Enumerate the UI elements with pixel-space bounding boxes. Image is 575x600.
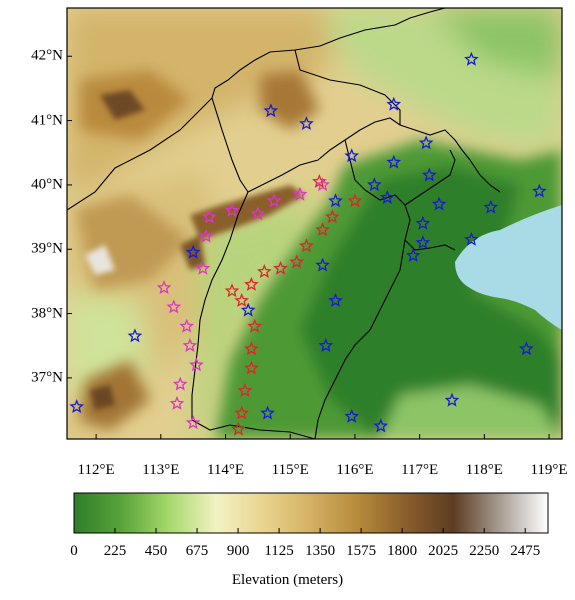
magenta-station-star-icon [172,376,188,391]
blue-station-star-icon [328,292,343,307]
red-station-star-icon [324,209,340,224]
blue-station-star-icon [483,199,499,214]
blue-station-star-icon [263,103,279,118]
blue-station-star-icon [386,154,402,169]
lon-label: 113°E [142,462,180,478]
red-station-star-icon [231,421,246,436]
blue-station-star-icon [464,51,479,66]
magenta-station-star-icon [185,415,201,430]
lon-label: 116°E [336,462,374,478]
red-station-star-icon [244,276,259,291]
blue-station-star-icon [373,418,389,433]
blue-station-star-icon [328,193,343,208]
blue-station-star-icon [344,408,360,423]
blue-station-star-icon [415,215,431,230]
map-ticks [67,55,550,439]
red-station-star-icon [289,254,305,269]
terrain-layer [67,8,562,439]
bohai-sea [455,205,562,330]
magenta-station-star-icon [202,209,217,224]
blue-station-star-icon [260,405,275,420]
magenta-station-star-icon [179,318,195,333]
lat-label: 38°N [31,305,63,322]
blue-station-star-icon [379,190,395,204]
red-station-star-icon [247,318,262,333]
magenta-station-star-icon [198,228,214,243]
blue-station-star-icon [386,96,402,111]
colorbar [73,492,549,534]
red-station-star-icon [273,260,288,275]
lat-label: 41°N [31,112,63,129]
magenta-station-star-icon [182,338,198,352]
blue-station-star-icon [519,341,534,356]
colorbar-tick-label: 225 [103,543,127,559]
colorbar-tick-label: 675 [185,543,209,559]
lon-label: 119°E [530,462,568,478]
blue-station-star-icon [367,177,382,192]
red-station-star-icon [234,292,250,307]
colorbar-tick-label: 0 [70,543,78,559]
lon-label: 114°E [206,462,245,478]
lat-label: 37°N [31,369,63,386]
magenta-station-star-icon [156,280,172,295]
colorbar-tick-label: 1350 [305,543,336,559]
lat-label: 42°N [31,47,63,64]
blue-station-star-icon [464,231,479,246]
colorbar-title: Elevation (meters) [231,572,344,588]
magenta-station-star-icon [315,177,330,192]
colorbar-ticks [73,528,526,533]
blue-station-star-icon [415,235,431,250]
blue-station-star-icon [422,167,437,182]
colorbar-tick-label: 450 [144,543,168,559]
blue-station-star-icon [69,399,85,414]
colorbar-tick-label: 1575 [346,543,377,559]
magenta-station-star-icon [250,206,266,221]
magenta-station-star-icon [224,202,240,217]
blue-station-star-icon [315,257,330,272]
blue-station-star-icon [240,302,256,317]
magenta-station-star-icon [266,193,282,208]
magenta-station-star-icon [169,395,185,410]
red-station-star-icon [244,360,259,375]
red-station-star-icon [224,283,240,298]
colorbar-tick-label: 1800 [387,543,418,559]
lon-label: 118°E [465,462,503,478]
magenta-station-star-icon [189,357,204,372]
magenta-station-star-icon [166,299,182,314]
blue-station-star-icon [431,196,447,211]
blue-station-star-icon [344,148,360,163]
stations-layer [69,51,547,436]
blue-station-star-icon [444,392,460,407]
colorbar-tick-label: 1125 [264,543,294,559]
lon-label: 117°E [401,462,439,478]
colorbar-tick-label: 900 [226,543,250,559]
blue-station-star-icon [185,244,201,259]
map-frame [66,7,563,440]
lat-label: 40°N [31,176,63,193]
lon-label: 112°E [77,462,115,478]
red-station-star-icon [234,405,250,420]
blue-station-star-icon [127,328,143,343]
lat-label: 39°N [31,240,63,257]
blue-station-star-icon [418,135,434,150]
magenta-station-star-icon [195,260,211,275]
red-station-star-icon [244,341,259,356]
blue-station-star-icon [405,247,421,262]
colorbar-tick-label: 2250 [469,543,500,559]
red-station-star-icon [299,238,314,253]
blue-station-star-icon [299,116,314,131]
magenta-station-star-icon [292,186,308,201]
colorbar-tick-label: 2025 [428,543,459,559]
red-station-star-icon [315,222,330,237]
lon-label: 115°E [271,462,309,478]
blue-station-star-icon [532,183,547,198]
red-station-star-icon [347,193,363,208]
blue-station-star-icon [318,338,334,352]
colorbar-tick-label: 2475 [510,543,541,559]
red-station-star-icon [237,383,253,397]
red-station-star-icon [257,264,272,278]
